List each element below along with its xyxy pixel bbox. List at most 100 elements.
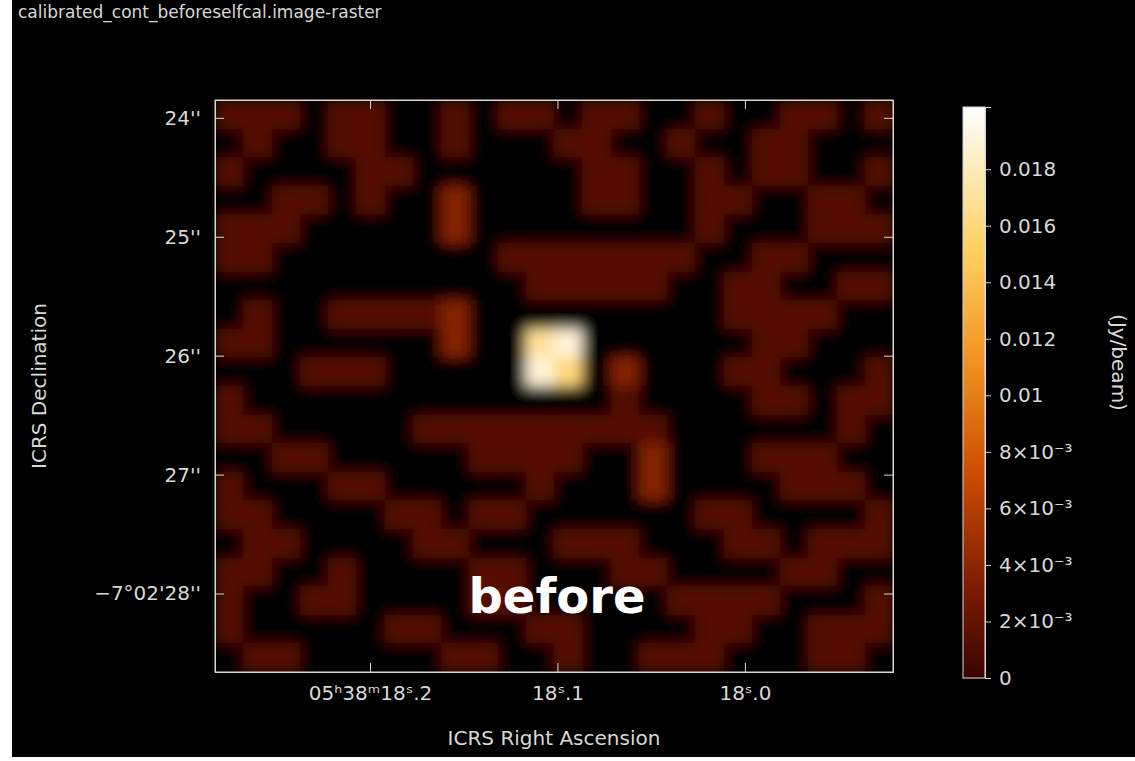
- cell: [356, 472, 385, 501]
- cell: [356, 386, 385, 415]
- cell: [328, 386, 357, 415]
- colorbar-swatch: [963, 428, 985, 432]
- cell: [526, 186, 555, 215]
- tick-mark: [557, 100, 558, 109]
- cell: [752, 243, 781, 272]
- background: [12, 0, 1135, 757]
- cell: [724, 300, 753, 329]
- cell: [441, 357, 470, 386]
- cell: [837, 415, 866, 444]
- cell: [752, 214, 781, 243]
- cell: [243, 443, 272, 472]
- colorbar-swatch: [963, 153, 985, 157]
- cell: [469, 157, 498, 186]
- cell: [469, 300, 498, 329]
- cell: [356, 357, 385, 386]
- colorbar-frame: [963, 107, 985, 678]
- cell: [724, 472, 753, 501]
- cell: [526, 529, 555, 558]
- cell: [328, 214, 357, 243]
- colorbar-swatch: [963, 157, 985, 161]
- cell: [272, 529, 301, 558]
- tick-mark: [370, 663, 371, 672]
- cell: [865, 415, 893, 444]
- colorbar-swatch: [963, 235, 985, 239]
- colorbar-swatch: [963, 239, 985, 243]
- colorbar-swatch: [963, 300, 985, 304]
- colorbar-swatch: [963, 246, 985, 250]
- cell: [413, 272, 442, 301]
- colorbar-swatch: [963, 318, 985, 322]
- cell: [215, 586, 244, 615]
- cell: [300, 300, 329, 329]
- cell: [526, 443, 555, 472]
- cell: [215, 129, 244, 158]
- cell: [837, 243, 866, 272]
- cell: [356, 529, 385, 558]
- tick-label: 0.014: [999, 270, 1056, 294]
- cell: [582, 300, 611, 329]
- tick-mark: [215, 475, 224, 476]
- cell: [752, 615, 781, 644]
- cell: [808, 243, 837, 272]
- colorbar-swatch: [963, 253, 985, 257]
- cell: [498, 100, 527, 129]
- colorbar-swatch: [963, 599, 985, 603]
- cell: [695, 529, 724, 558]
- tick: [884, 594, 893, 595]
- colorbar-swatch: [963, 168, 985, 172]
- colorbar: [963, 107, 985, 679]
- cell: [215, 272, 244, 301]
- cell: [724, 415, 753, 444]
- colorbar-swatch: [963, 375, 985, 379]
- axis-line: [216, 101, 225, 673]
- cell: [385, 386, 414, 415]
- colorbar-swatch: [963, 457, 985, 461]
- colorbar-swatch: [963, 410, 985, 414]
- cell: [300, 415, 329, 444]
- cell: [667, 129, 696, 158]
- cell: [413, 615, 442, 644]
- cell: [385, 214, 414, 243]
- colorbar-swatch: [963, 653, 985, 657]
- cell: [356, 500, 385, 529]
- colorbar-swatch: [963, 624, 985, 628]
- cell: [837, 472, 866, 501]
- colorbar-swatch: [963, 585, 985, 589]
- colorbar-swatch: [963, 421, 985, 425]
- cell: [724, 214, 753, 243]
- cell: [837, 100, 866, 129]
- cell: [808, 443, 837, 472]
- colorbar-swatch: [963, 521, 985, 525]
- colorbar-swatch: [963, 407, 985, 411]
- colorbar-swatch: [963, 575, 985, 579]
- colorbar-swatch: [963, 203, 985, 207]
- cell: [441, 615, 470, 644]
- colorbar-swatch: [963, 546, 985, 550]
- tick: −7°02'28'': [94, 581, 224, 605]
- axis-line: [216, 663, 894, 673]
- cell: [356, 615, 385, 644]
- cell: [215, 300, 244, 329]
- cell: [441, 500, 470, 529]
- colorbar-swatch: [963, 335, 985, 339]
- colorbar-swatch: [963, 567, 985, 571]
- cell: [837, 129, 866, 158]
- colorbar-swatch: [963, 385, 985, 389]
- cell: [554, 157, 583, 186]
- cell: [667, 472, 696, 501]
- cell: [554, 129, 583, 158]
- cell: [243, 586, 272, 615]
- colorbar-swatch: [963, 139, 985, 143]
- cell: [837, 272, 866, 301]
- cell: [215, 386, 244, 415]
- title: calibrated_cont_beforeselfcal.image-rast…: [18, 2, 382, 23]
- cell: [611, 643, 640, 672]
- tick-label: 0: [999, 666, 1012, 690]
- cell: [611, 129, 640, 158]
- colorbar-swatch: [963, 642, 985, 646]
- tick: 4×10⁻³: [985, 553, 1073, 577]
- cell: [413, 586, 442, 615]
- cell: [554, 272, 583, 301]
- cell: [554, 357, 583, 386]
